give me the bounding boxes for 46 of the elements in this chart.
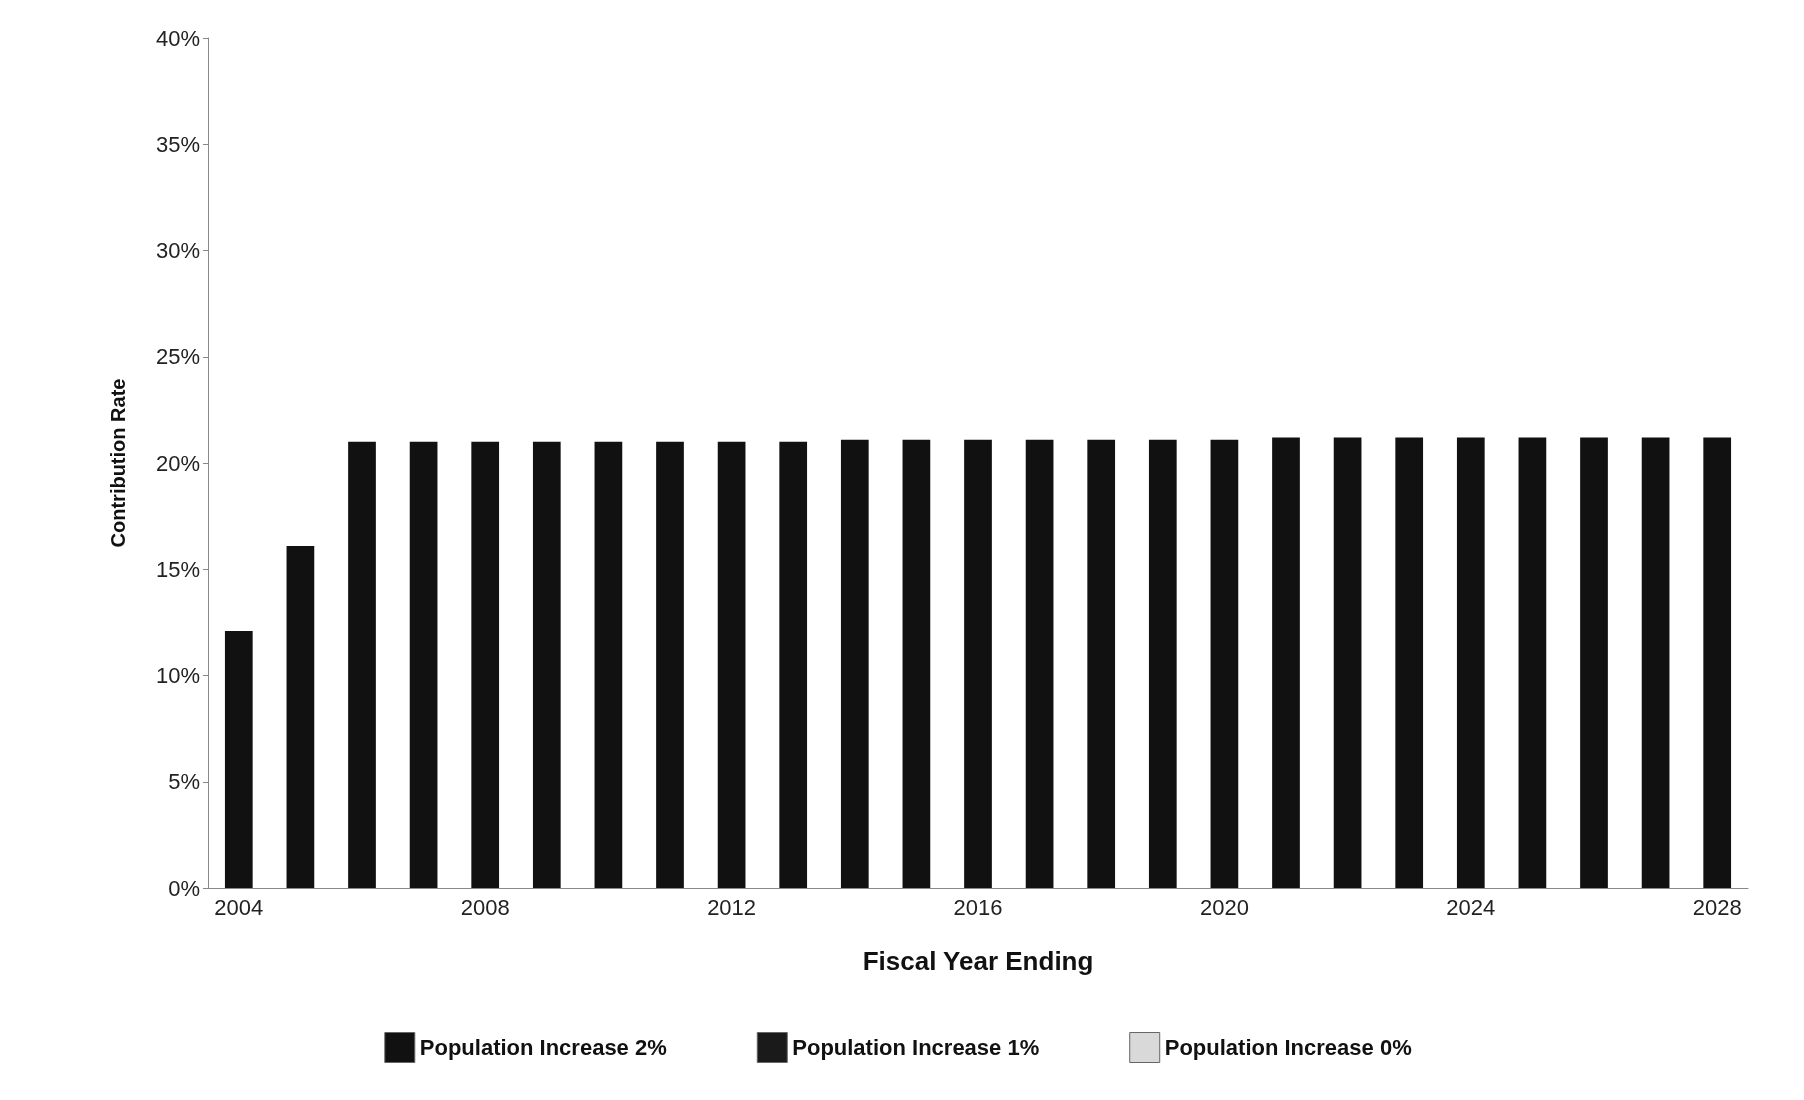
- bar: [1580, 437, 1608, 888]
- x-tick-label: 2012: [707, 894, 757, 920]
- bar: [1025, 439, 1054, 888]
- y-tick-label: 30%: [155, 238, 200, 263]
- bar: [1456, 437, 1485, 888]
- x-tick-label: 2024: [1446, 894, 1496, 920]
- bar: [224, 630, 253, 888]
- y-tick-label: 0%: [168, 875, 200, 901]
- bar: [840, 439, 869, 888]
- bar: [1518, 437, 1547, 888]
- y-tick-label: 35%: [155, 131, 200, 157]
- bar: [409, 441, 438, 888]
- bar: [532, 441, 561, 888]
- x-tick-label: 2020: [1199, 894, 1249, 920]
- bar: [1210, 439, 1239, 888]
- bar: [471, 441, 500, 888]
- bar: [286, 545, 315, 888]
- y-tick-label: 20%: [155, 450, 200, 476]
- bar: [1641, 437, 1670, 888]
- bar: [1333, 437, 1362, 888]
- bar: [594, 441, 623, 888]
- y-tick-label: 5%: [168, 769, 200, 795]
- y-tick-label: 40%: [155, 25, 200, 51]
- bar: [1272, 437, 1300, 888]
- bar: [1148, 439, 1177, 888]
- bar: [1395, 437, 1424, 888]
- legend-label: Population Increase 0%: [1164, 1035, 1412, 1060]
- legend-label: Population Increase 1%: [792, 1035, 1040, 1060]
- x-tick-label: 2016: [953, 894, 1003, 920]
- x-axis-title: Fiscal Year Ending: [862, 946, 1094, 976]
- bar: [656, 441, 684, 888]
- bar: [964, 439, 992, 888]
- x-tick-label: 2028: [1692, 894, 1742, 920]
- bar: [717, 441, 746, 888]
- y-tick-label: 10%: [155, 663, 200, 688]
- bar: [779, 441, 808, 888]
- bar: [1703, 437, 1732, 888]
- bar: [902, 439, 931, 888]
- y-tick-label: 25%: [155, 344, 200, 370]
- x-tick-label: 2004: [214, 894, 264, 920]
- x-tick-label: 2008: [460, 894, 510, 920]
- y-axis-title: Contribution Rate: [107, 378, 129, 548]
- bar: [348, 441, 376, 888]
- y-tick-label: 15%: [155, 556, 200, 582]
- legend-label: Population Increase 2%: [419, 1035, 667, 1060]
- bar: [1087, 439, 1116, 888]
